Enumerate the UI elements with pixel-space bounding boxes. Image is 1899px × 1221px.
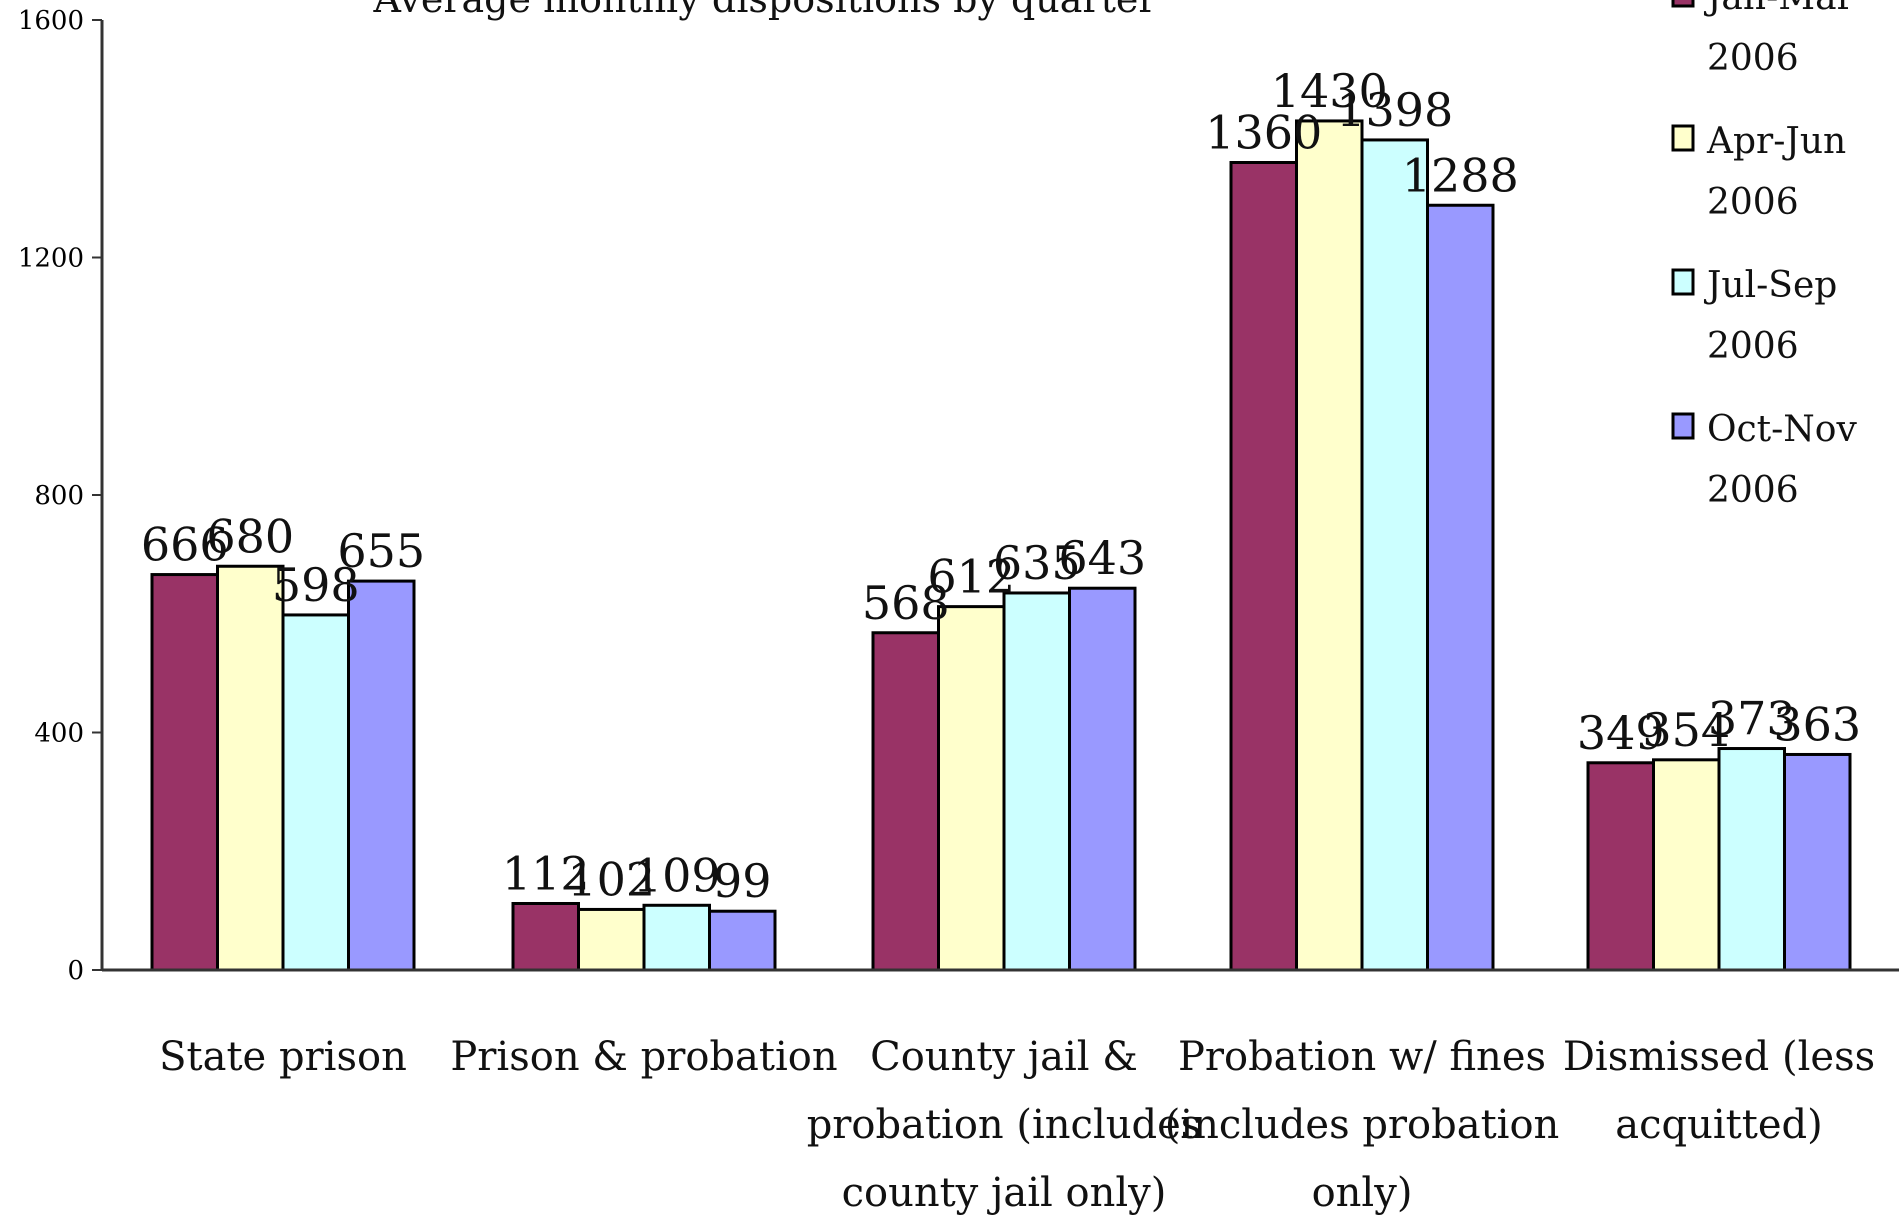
data-label: 1360 (1205, 106, 1322, 160)
category-label: Probation w/ fines (includes probation onl… (1165, 1034, 1560, 1216)
bar (1002, 591, 1071, 972)
y-tick-label: 1600 (18, 6, 84, 36)
data-label: 635 (993, 536, 1081, 590)
category-label: State prison (159, 1034, 407, 1080)
bar (216, 564, 285, 972)
legend-swatch (1671, 412, 1695, 440)
bar (1360, 138, 1429, 972)
bar (150, 573, 219, 972)
data-label: 680 (206, 509, 294, 563)
y-tick-label: 0 (67, 956, 84, 986)
y-tick-label: 1200 (18, 244, 84, 274)
data-label: 373 (1708, 692, 1796, 746)
legend-swatch (1671, 124, 1695, 152)
bar (577, 907, 646, 972)
bar (511, 902, 580, 972)
y-tick-label: 800 (34, 481, 84, 511)
bar (1068, 586, 1137, 972)
bar (1426, 203, 1495, 972)
bar (347, 579, 416, 972)
data-label: 102 (567, 852, 655, 906)
data-label: 354 (1642, 703, 1730, 757)
data-label: 598 (272, 558, 360, 612)
data-label: 1430 (1271, 64, 1388, 118)
bars (150, 119, 1852, 972)
data-label: 109 (633, 848, 721, 902)
category-label: Prison & probation (450, 1034, 837, 1080)
data-label: 363 (1773, 697, 1861, 751)
chart-title: Average monthly dispositions by quarter (372, 0, 1157, 21)
legend-label: Jan-Mar2006 (1703, 0, 1855, 79)
y-axis-ticks: 0 400 800 1200 1600 (18, 6, 102, 986)
bar (1652, 758, 1721, 972)
bar (871, 631, 940, 972)
bar (1717, 747, 1786, 972)
category-label: County jail & probation (includes county j… (807, 1034, 1202, 1216)
data-label: 643 (1058, 531, 1146, 585)
y-tick-label: 400 (34, 719, 84, 749)
data-label: 349 (1577, 706, 1665, 760)
bar (642, 903, 711, 972)
data-labels: 666 112 568 1360 349 680 102 612 1430 354 598 109 63… (141, 64, 1861, 908)
legend-swatch (1671, 268, 1695, 296)
bar (1586, 761, 1655, 972)
data-label: 112 (502, 847, 590, 901)
legend-label: Oct-Nov 2006 (1707, 409, 1857, 511)
bar (1295, 119, 1364, 972)
legend-swatch (1671, 0, 1695, 8)
data-label: 1288 (1402, 148, 1519, 202)
bar (281, 613, 350, 972)
data-label: 99 (713, 854, 772, 908)
legend-label: Apr-Jun 2006 (1706, 121, 1846, 223)
category-labels: State prison Prison & probation County jai… (159, 1034, 1875, 1216)
bar (1783, 752, 1852, 972)
data-label: 1398 (1336, 83, 1453, 137)
data-label: 612 (927, 550, 1015, 604)
bar (1229, 161, 1298, 972)
bar (937, 605, 1006, 972)
data-label: 666 (141, 518, 229, 572)
axes (100, 20, 1899, 972)
data-label: 655 (337, 524, 425, 578)
data-label: 568 (862, 576, 950, 630)
category-label: Dismissed (less acquitted) (1563, 1034, 1875, 1148)
bar (708, 909, 777, 972)
legend-label: Jul-Sep 2006 (1703, 265, 1837, 367)
